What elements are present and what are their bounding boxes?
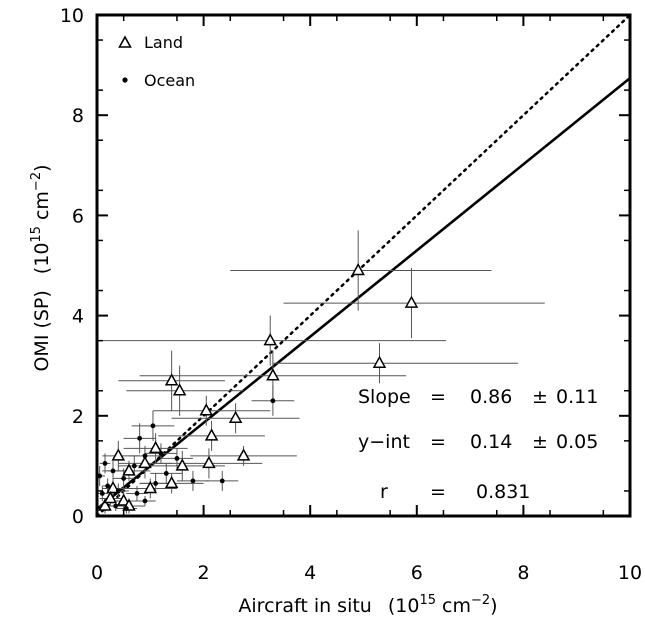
land-point — [143, 480, 158, 494]
yint-equals: = — [430, 431, 446, 453]
ocean-point — [163, 471, 169, 476]
ocean-point — [123, 506, 129, 511]
ocean-point — [153, 481, 159, 486]
land-point — [404, 295, 419, 308]
land-point — [98, 498, 112, 511]
x-axis-label-text: Aircraft in situ — [238, 595, 371, 617]
slope-label: Slope — [358, 386, 411, 408]
ocean-point — [190, 478, 196, 484]
ocean-point — [174, 455, 180, 461]
land-point — [103, 490, 118, 504]
x-axis-title: Aircraft in situ (1015 cm−2) — [238, 593, 497, 617]
land-point — [106, 480, 120, 494]
x-tick-label: 2 — [198, 562, 210, 584]
x-axis-unit-open: (10 — [388, 595, 420, 617]
y-tick-label: 4 — [72, 306, 84, 328]
legend-label-ocean: Ocean — [144, 71, 195, 90]
land-point — [236, 448, 251, 461]
y-tick-label: 0 — [72, 506, 84, 528]
markers-group — [97, 262, 419, 511]
axis-ticks-group: 0 2 4 6 8 10 0 2 4 6 8 10 — [60, 5, 642, 584]
ocean-point — [110, 468, 116, 474]
land-point — [116, 493, 131, 506]
land-point — [111, 448, 126, 461]
land-point — [164, 475, 179, 489]
ocean-point — [270, 398, 276, 404]
y-axis-unit-close: ) — [31, 164, 53, 171]
slope-equals: = — [430, 386, 446, 408]
y-tick-label: 6 — [72, 205, 84, 227]
ocean-point — [102, 460, 108, 466]
slope-error: 0.11 — [556, 386, 598, 408]
x-axis-unit-cm-exp: −2 — [471, 593, 490, 608]
ocean-point — [105, 483, 111, 489]
land-point — [172, 383, 187, 396]
fit-lines-group — [95, 13, 632, 518]
land-point — [266, 368, 280, 381]
ocean-point — [131, 463, 137, 469]
r-equals: = — [430, 481, 446, 503]
ocean-point — [113, 503, 119, 509]
land-point — [199, 403, 214, 416]
x-tick-label: 10 — [618, 562, 642, 584]
yint-plusminus: ± — [532, 431, 548, 453]
land-point — [202, 455, 216, 469]
y-axis-unit-open: (10 — [31, 243, 53, 275]
x-axis-unit-cm: cm — [436, 595, 471, 617]
legend-label-land: Land — [144, 33, 183, 52]
y-tick-label: 10 — [60, 5, 84, 27]
y-axis-unit-cm: cm — [31, 191, 53, 226]
ocean-point — [99, 491, 105, 496]
legend: Land Ocean — [118, 33, 195, 90]
ocean-point — [121, 476, 127, 481]
r-value: 0.831 — [476, 481, 530, 503]
yint-value: 0.14 — [470, 431, 512, 453]
slope-value: 0.86 — [470, 386, 512, 408]
y-axis-unit-cm-exp: −2 — [29, 172, 44, 191]
regression-fit-line — [96, 77, 631, 510]
ocean-point — [158, 450, 164, 456]
ocean-point — [115, 488, 121, 494]
land-point — [228, 410, 243, 424]
x-tick-label: 6 — [411, 562, 423, 584]
x-axis-unit-exp: 15 — [419, 593, 436, 608]
one-to-one-line — [95, 13, 632, 518]
ocean-point — [150, 423, 156, 429]
land-point — [372, 355, 387, 368]
land-point — [204, 428, 219, 441]
legend-dot-marker — [122, 77, 128, 83]
y-tick-label: 8 — [72, 105, 84, 127]
y-axis-label-text: OMI (SP) — [31, 290, 53, 371]
legend-triangle-marker — [118, 35, 132, 48]
r-label: r — [380, 481, 388, 503]
x-tick-label: 0 — [91, 562, 103, 584]
ocean-point — [134, 491, 140, 496]
x-tick-label: 4 — [304, 562, 316, 584]
land-point — [122, 463, 136, 476]
ocean-point — [142, 453, 148, 459]
ocean-point — [219, 478, 225, 484]
x-tick-label: 8 — [517, 562, 529, 584]
ocean-point — [142, 498, 148, 504]
land-point — [351, 262, 365, 276]
ocean-point — [137, 435, 143, 441]
land-point — [164, 373, 179, 386]
slope-plusminus: ± — [532, 386, 548, 408]
statistics-annotation: Slope = 0.86 ± 0.11 y−int = 0.14 ± 0.05 … — [358, 386, 598, 503]
yint-label: y−int — [358, 431, 410, 453]
land-point — [148, 440, 163, 454]
yint-error: 0.05 — [556, 431, 598, 453]
x-axis-unit-close: ) — [490, 595, 497, 617]
land-point — [175, 458, 190, 471]
y-axis-unit-exp: 15 — [29, 226, 44, 243]
plot-frame — [95, 13, 632, 518]
y-tick-label: 2 — [72, 406, 84, 428]
land-point — [263, 333, 277, 346]
y-axis-title: OMI (SP) (1015 cm−2) — [29, 164, 53, 371]
land-point — [138, 455, 152, 469]
